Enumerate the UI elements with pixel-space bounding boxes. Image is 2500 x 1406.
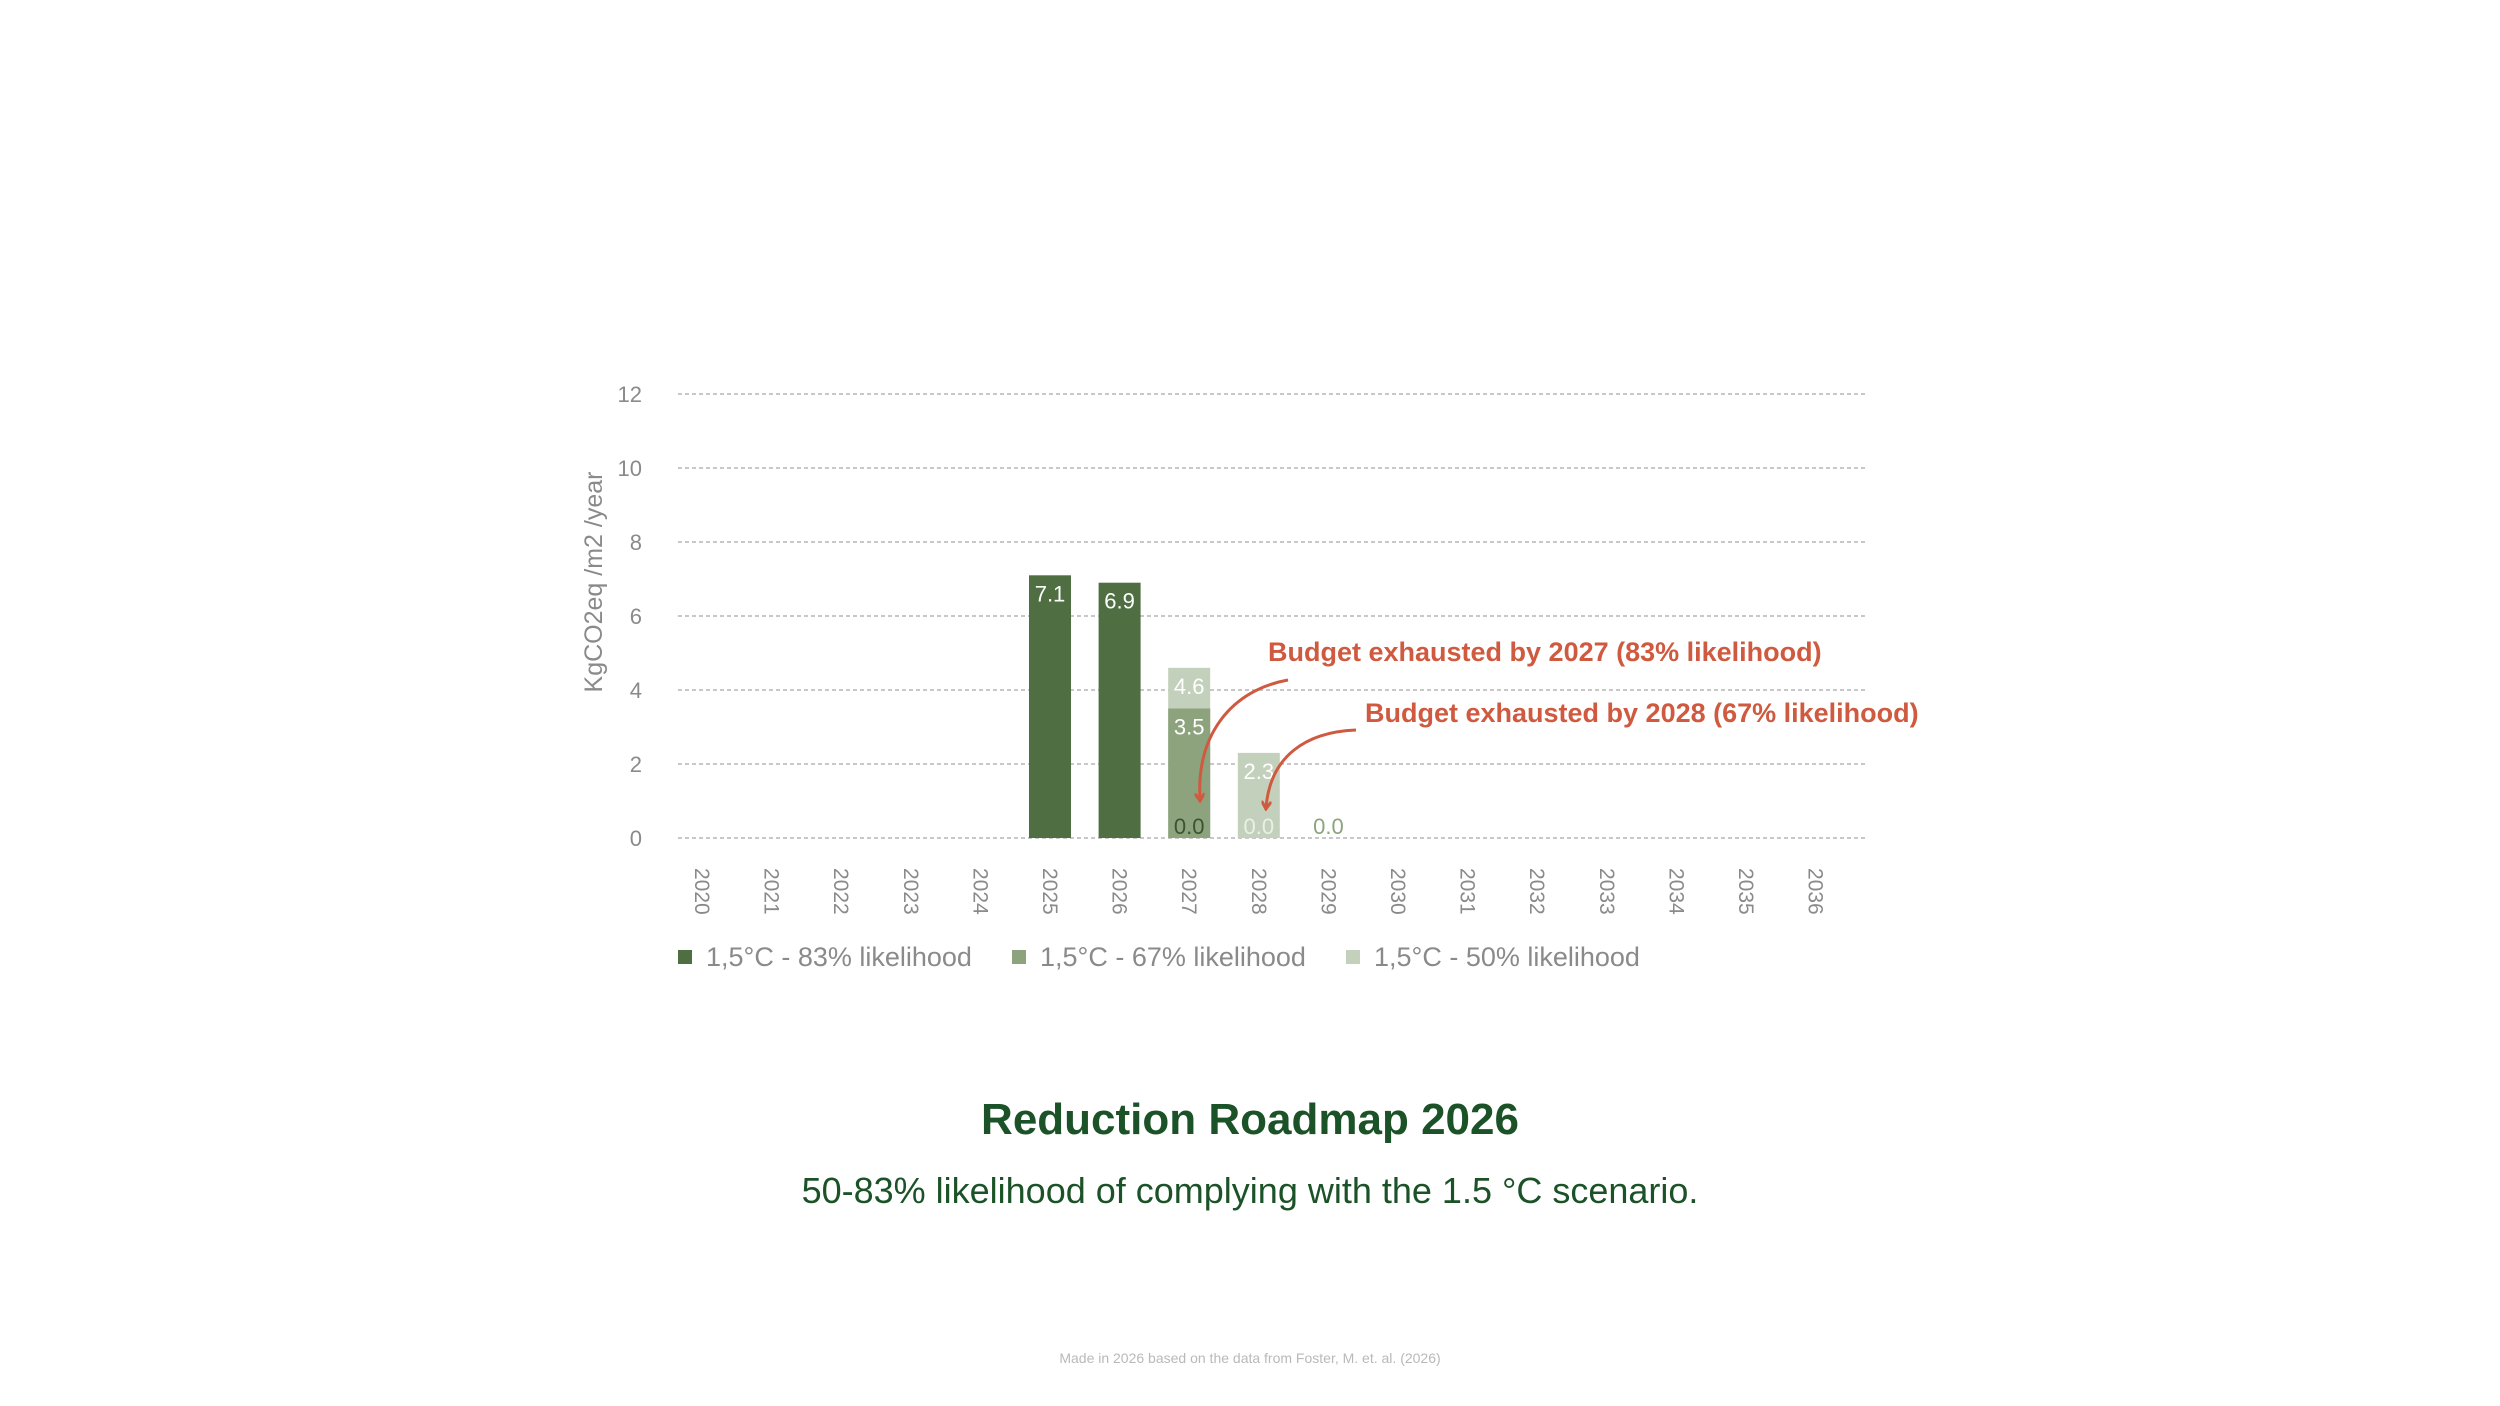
legend-label: 1,5°C - 50% likelihood	[1374, 942, 1640, 972]
x-tick-label: 2025	[1038, 868, 1061, 915]
x-tick-label: 2024	[968, 868, 991, 915]
x-tick-label: 2033	[1595, 868, 1618, 915]
data-label: 3.5	[1174, 715, 1205, 740]
x-tick-label: 2023	[899, 868, 922, 915]
data-label: 6.9	[1104, 589, 1135, 614]
legend-label: 1,5°C - 83% likelihood	[706, 942, 972, 972]
x-tick-label: 2032	[1525, 868, 1548, 915]
legend-item: 1,5°C - 67% likelihood	[1012, 942, 1306, 972]
x-tick-label: 2028	[1247, 868, 1270, 915]
bar	[1168, 708, 1211, 838]
y-tick-label: 2	[630, 752, 642, 777]
chart-title: Reduction Roadmap 2026	[981, 1095, 1519, 1144]
x-tick-label: 2026	[1108, 868, 1131, 915]
x-tick-label: 2036	[1804, 868, 1827, 915]
x-tick-label: 2031	[1456, 868, 1479, 915]
data-label: 7.1	[1035, 581, 1066, 606]
x-tick-label: 2030	[1386, 868, 1409, 915]
y-tick-label: 8	[630, 530, 642, 555]
data-label: 0.0	[1313, 814, 1344, 839]
data-label: 2.3	[1244, 759, 1275, 784]
legend-swatch	[678, 950, 692, 964]
bar	[1098, 582, 1141, 838]
y-axis-label: KgCO2eq /m2 /year	[580, 472, 608, 693]
x-tick-label: 2020	[690, 868, 713, 915]
y-tick-label: 4	[630, 678, 642, 703]
x-tick-label: 2034	[1664, 868, 1687, 915]
annotation-text: Budget exhausted by 2027 (83% likelihood…	[1268, 637, 1822, 667]
legend-label: 1,5°C - 67% likelihood	[1040, 942, 1306, 972]
legend-swatch	[1346, 950, 1360, 964]
data-label: 4.6	[1174, 674, 1205, 699]
bar	[1029, 575, 1071, 838]
annotation-arrow	[1200, 678, 1289, 800]
y-tick-label: 12	[618, 382, 642, 407]
footnote: Made in 2026 based on the data from Fost…	[1059, 1350, 1441, 1366]
legend-item: 1,5°C - 83% likelihood	[678, 942, 972, 972]
annotation-arrow	[1266, 728, 1357, 808]
data-label: 0.0	[1244, 814, 1275, 839]
x-tick-label: 2027	[1177, 868, 1200, 915]
x-tick-label: 2029	[1316, 868, 1339, 915]
y-tick-label: 10	[618, 456, 642, 481]
annotation-text: Budget exhausted by 2028 (67% likelihood…	[1365, 698, 1919, 728]
chart-subtitle: 50-83% likelihood of complying with the …	[801, 1170, 1699, 1211]
legend-swatch	[1012, 950, 1026, 964]
x-tick-label: 2022	[829, 868, 852, 915]
legend-item: 1,5°C - 50% likelihood	[1346, 942, 1640, 972]
x-tick-label: 2035	[1734, 868, 1757, 915]
x-tick-label: 2021	[760, 868, 783, 915]
data-label: 0.0	[1174, 814, 1205, 839]
y-tick-label: 0	[630, 826, 642, 851]
y-tick-label: 6	[630, 604, 642, 629]
bar	[1237, 752, 1280, 838]
